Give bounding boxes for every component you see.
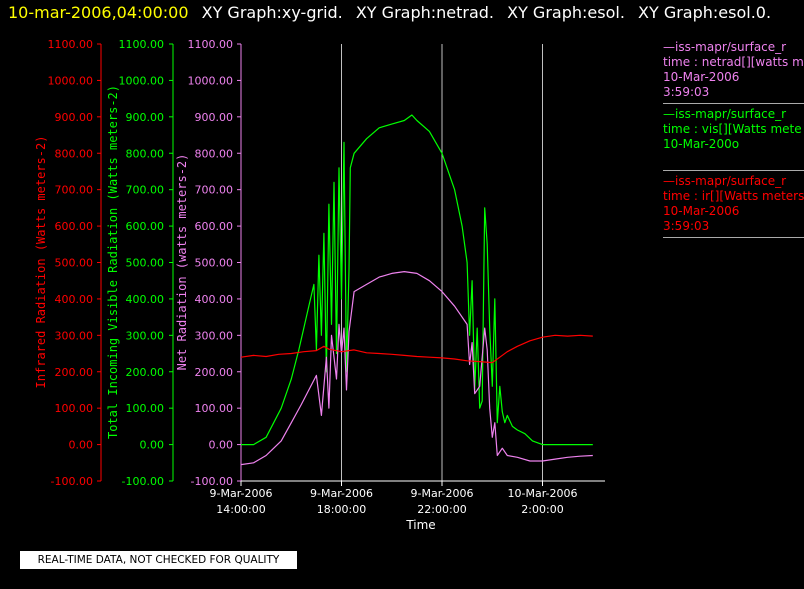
legend-netrad-date: 10-Mar-2006 [663, 70, 740, 84]
graph-label-3: XY Graph:esol. [507, 3, 625, 22]
legend-ir-time: 3:59:03 [663, 219, 710, 233]
y-tick-label-1-5: 400.00 [126, 293, 165, 306]
y-tick-label-0-1: 0.00 [69, 439, 94, 452]
legend-netrad-source: —iss-mapr/surface_r [663, 40, 787, 54]
y-tick-label-1-7: 600.00 [126, 220, 165, 233]
legend-vis[interactable]: —iss-mapr/surface_r time : vis[][Watts m… [663, 107, 804, 171]
timestamp: 10-mar-2006,04:00:00 [8, 3, 189, 22]
x-tick-label-date-2: 9-Mar-2006 [411, 487, 474, 500]
y-axis-title-2: Net Radiation (watts meters-2) [175, 154, 189, 371]
graph-label-4: XY Graph:esol.0. [638, 3, 772, 22]
y-tick-label-1-1: 0.00 [140, 439, 165, 452]
legend-netrad-var: time : netrad[][watts m [663, 55, 804, 69]
legend-ir-date: 10-Mar-2006 [663, 204, 740, 218]
y-tick-label-0-2: 100.00 [55, 402, 94, 415]
title-bar: 10-mar-2006,04:00:00 XY Graph:xy-grid. X… [8, 3, 771, 22]
y-tick-label-1-11: 1000.00 [119, 74, 165, 87]
y-tick-label-1-10: 900.00 [126, 111, 165, 124]
legend-vis-var: time : vis[][Watts mete [663, 122, 802, 136]
y-axis-title-1: Total Incoming Visible Radiation (Watts … [106, 85, 120, 439]
x-tick-label-date-0: 9-Mar-2006 [210, 487, 273, 500]
y-tick-label-1-0: -100.00 [122, 475, 164, 488]
y-axis-title-0: Infrared Radiation (Watts meters-2) [34, 136, 48, 389]
x-tick-label-time-1: 18:00:00 [317, 503, 366, 516]
x-tick-label-date-1: 9-Mar-2006 [310, 487, 373, 500]
y-tick-label-2-3: 200.00 [195, 366, 234, 379]
y-tick-label-1-6: 500.00 [126, 257, 165, 270]
y-tick-label-2-12: 1100.00 [188, 38, 234, 51]
x-axis-title: Time [405, 518, 435, 532]
graph-label-2: XY Graph:netrad. [355, 3, 495, 22]
y-tick-label-0-11: 1000.00 [48, 74, 94, 87]
y-tick-label-2-0: -100.00 [191, 475, 233, 488]
y-tick-label-2-6: 500.00 [195, 257, 234, 270]
y-tick-label-1-2: 100.00 [126, 402, 165, 415]
y-tick-label-0-3: 200.00 [55, 366, 94, 379]
y-tick-label-2-10: 900.00 [195, 111, 234, 124]
y-tick-label-1-8: 700.00 [126, 184, 165, 197]
y-tick-label-2-4: 300.00 [195, 329, 234, 342]
y-tick-label-2-7: 600.00 [195, 220, 234, 233]
y-tick-label-1-12: 1100.00 [119, 38, 165, 51]
legend-ir-source: —iss-mapr/surface_r [663, 174, 787, 188]
y-tick-label-0-12: 1100.00 [48, 38, 94, 51]
legend-ir-var: time : ir[][Watts meters [663, 189, 804, 203]
quality-notice: REAL-TIME DATA, NOT CHECKED FOR QUALITY [20, 551, 297, 569]
y-tick-label-1-4: 300.00 [126, 329, 165, 342]
y-tick-label-0-5: 400.00 [55, 293, 94, 306]
x-tick-label-time-3: 2:00:00 [521, 503, 563, 516]
y-tick-label-1-3: 200.00 [126, 366, 165, 379]
legend-ir[interactable]: —iss-mapr/surface_r time : ir[][Watts me… [663, 174, 804, 238]
y-tick-label-0-0: -100.00 [51, 475, 93, 488]
y-tick-label-0-4: 300.00 [55, 329, 94, 342]
series-line-netrad [240, 271, 593, 466]
y-tick-label-2-11: 1000.00 [188, 74, 234, 87]
y-tick-label-2-5: 400.00 [195, 293, 234, 306]
y-tick-label-0-9: 800.00 [55, 147, 94, 160]
y-tick-label-1-9: 800.00 [126, 147, 165, 160]
series-line-vis [241, 114, 593, 446]
y-tick-label-0-10: 900.00 [55, 111, 94, 124]
legend-netrad-time: 3:59:03 [663, 85, 710, 99]
y-tick-label-2-9: 800.00 [195, 147, 234, 160]
legend-netrad[interactable]: —iss-mapr/surface_r time : netrad[][watt… [663, 40, 804, 104]
legend: —iss-mapr/surface_r time : netrad[][watt… [663, 40, 804, 241]
y-tick-label-0-7: 600.00 [55, 220, 94, 233]
y-tick-label-2-1: 0.00 [209, 439, 234, 452]
legend-vis-source: —iss-mapr/surface_r [663, 107, 787, 121]
y-tick-label-2-8: 700.00 [195, 184, 234, 197]
x-tick-label-time-2: 22:00:00 [417, 503, 466, 516]
y-tick-label-0-8: 700.00 [55, 184, 94, 197]
legend-vis-date: 10-Mar-200o [663, 137, 740, 151]
y-tick-label-0-6: 500.00 [55, 257, 94, 270]
graph-label-1: XY Graph:xy-grid. [201, 3, 343, 22]
series-line-ir [240, 334, 593, 364]
x-tick-label-date-3: 10-Mar-2006 [508, 487, 578, 500]
x-tick-label-time-0: 14:00:00 [216, 503, 265, 516]
y-tick-label-2-2: 100.00 [195, 402, 234, 415]
